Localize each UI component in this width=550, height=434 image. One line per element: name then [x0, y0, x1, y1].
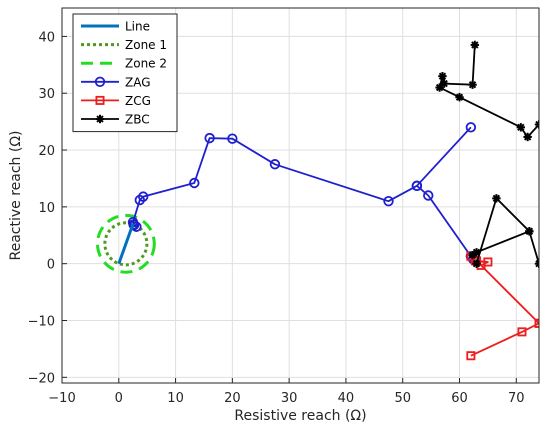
x-tick-label: 50: [394, 391, 411, 406]
data-point-stroke: [525, 227, 534, 235]
data-point: [269, 159, 281, 170]
data-point: [517, 327, 527, 337]
x-tick-label: −10: [48, 391, 75, 406]
legend-item: Line: [81, 20, 150, 34]
legend: Line Zone 1 Zone 2 ZAG ZCG ZBC: [72, 13, 178, 133]
data-point: [534, 318, 539, 328]
y-tick-label: −20: [28, 371, 55, 386]
x-tick-label: 20: [224, 391, 241, 406]
legend-label: Line: [125, 20, 150, 34]
data-point-stroke: [535, 262, 539, 268]
legend-item: ZAG: [81, 75, 151, 89]
data-point: [455, 93, 464, 102]
data-point: [472, 248, 481, 257]
data-point-stroke: [535, 260, 539, 266]
data-point: [411, 180, 423, 192]
series-zcg-line: [470, 322, 539, 357]
y-tick-label: 0: [47, 258, 55, 273]
data-point: [435, 83, 444, 92]
legend-label: Zone 2: [125, 57, 167, 71]
data-point: [438, 71, 447, 81]
data-point: [472, 259, 481, 268]
legend-label: ZBC: [125, 113, 150, 127]
data-point-stroke: [535, 123, 539, 129]
grid: [61, 8, 539, 383]
data-point: [523, 132, 532, 142]
legend-item: ZBC: [81, 113, 150, 127]
data-point: [470, 40, 480, 50]
x-tick-label: 60: [451, 391, 468, 406]
x-tick-label: 10: [167, 391, 184, 406]
data-point-stroke: [523, 133, 532, 141]
data-point-stroke: [472, 248, 481, 256]
zone-zone-2: [95, 213, 156, 274]
data-point: [468, 80, 477, 89]
legend-item: ZCG: [81, 94, 151, 108]
data-point-stroke: [517, 123, 525, 131]
data-point: [95, 95, 105, 105]
plot-frame: [61, 7, 540, 384]
data-point: [189, 177, 200, 189]
data-point: [95, 114, 105, 124]
y-tick-label: 40: [38, 30, 55, 45]
data-point: [466, 351, 476, 361]
data-point-stroke: [492, 194, 501, 203]
data-point: [134, 194, 145, 206]
data-point: [423, 190, 434, 201]
data-point: [128, 219, 139, 230]
data-point-stroke: [435, 83, 444, 92]
data-point: [204, 132, 215, 144]
data-point: [492, 194, 501, 203]
data-point-stroke: [471, 41, 479, 49]
data-point: [534, 259, 539, 268]
y-tick-label: 10: [38, 201, 55, 216]
series-line-line: [117, 223, 135, 265]
x-tick-label: 30: [281, 391, 298, 406]
data-point: [483, 257, 493, 267]
data-point: [94, 76, 106, 88]
y-tick-label: 20: [38, 144, 55, 159]
y-tick-label: −10: [28, 315, 55, 330]
data-point: [525, 227, 534, 236]
legend-label: Zone 1: [125, 38, 167, 52]
legend-item: Zone 1: [81, 38, 167, 52]
zone-zone-1: [103, 221, 149, 267]
data-point-stroke: [472, 260, 481, 268]
y-axis-label: Reactive reach (Ω): [8, 131, 24, 261]
data-point: [383, 195, 394, 207]
legend-label: ZCG: [125, 94, 151, 108]
y-axis-ticks: −20 −10 0 10 20 30 40: [28, 30, 67, 386]
x-tick-label: 40: [338, 391, 355, 406]
series-layer: [95, 40, 539, 361]
legend-label: ZAG: [125, 75, 151, 89]
x-tick-label: 70: [508, 391, 525, 406]
data-point-stroke: [455, 93, 464, 101]
data-point-stroke: [535, 120, 539, 126]
data-point: [534, 120, 539, 129]
legend-box: [72, 13, 178, 133]
y-tick-label: 30: [38, 87, 55, 102]
legend-item: Zone 2: [81, 57, 167, 71]
x-axis-label: Resistive reach (Ω): [234, 408, 366, 424]
data-point: [465, 122, 477, 133]
data-point-stroke: [468, 81, 477, 89]
data-point-stroke: [96, 115, 104, 123]
data-point-stroke: [438, 72, 447, 80]
x-tick-label: 0: [115, 391, 123, 406]
data-point: [227, 133, 238, 144]
data-point: [516, 123, 526, 132]
